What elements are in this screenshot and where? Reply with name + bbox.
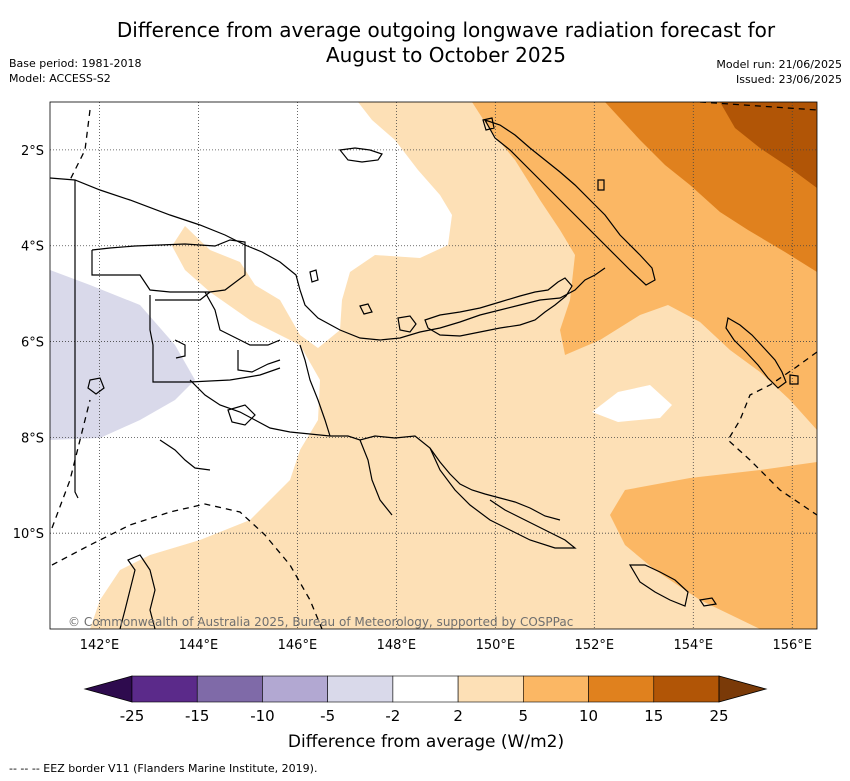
latitude-label-1: 4°S (21, 240, 44, 255)
latitude-label-4: 10°S (13, 527, 44, 542)
colorbar-label-4: -2 (385, 707, 400, 725)
eez-borders (51, 102, 817, 629)
meta-right: Model run: 21/06/2025 Issued: 23/06/2025 (716, 57, 842, 87)
colorbar-label-7: 10 (579, 707, 598, 725)
colorbar-label-2: -10 (250, 707, 275, 725)
colorbar-extend-low (83, 675, 133, 703)
latitude-label-3: 8°S (21, 431, 44, 446)
title-line-2: August to October 2025 (325, 43, 567, 67)
latitude-label-2: 6°S (21, 336, 44, 351)
longitude-label-7: 156°E (772, 638, 812, 653)
eez-footnote: -- -- -- EEZ border V11 (Flanders Marine… (9, 762, 318, 775)
colorbar-extend-high (718, 675, 768, 703)
base-period-text: Base period: 1981-2018 (9, 57, 142, 70)
colorbar-swatch-3 (327, 675, 394, 703)
colorbar-label-9: 25 (709, 707, 728, 725)
longitude-label-4: 150°E (476, 638, 516, 653)
colorbar-label-5: 2 (453, 707, 463, 725)
latitude-label-0: 2°S (21, 144, 44, 159)
colorbar-label-1: -15 (185, 707, 210, 725)
colorbar-label-3: -5 (320, 707, 335, 725)
longitude-label-2: 146°E (278, 638, 318, 653)
colorbar-swatch-4 (392, 675, 459, 703)
latitude-labels: 2°S 4°S 6°S 8°S 10°S (13, 144, 44, 542)
map-panel: © Commonwealth of Australia 2025, Bureau… (50, 102, 817, 629)
longitude-label-1: 144°E (179, 638, 219, 653)
longitude-label-3: 148°E (377, 638, 417, 653)
model-text: Model: ACCESS-S2 (9, 72, 111, 85)
issued-text: Issued: 23/06/2025 (735, 73, 842, 86)
title-line-1: Difference from average outgoing longwav… (116, 18, 776, 42)
colorbar-swatch-5 (457, 675, 524, 703)
model-run-text: Model run: 21/06/2025 (716, 58, 842, 71)
colorbar-swatch-1 (196, 675, 263, 703)
near-average-region (50, 102, 452, 629)
longitude-label-0: 142°E (80, 638, 120, 653)
colorbar-title: Difference from average (W/m2) (288, 732, 564, 752)
longitude-label-6: 154°E (674, 638, 714, 653)
map-title: Difference from average outgoing longwav… (0, 18, 850, 68)
colorbar-swatch-8 (653, 675, 720, 703)
near-average-patch (592, 385, 672, 422)
colorbar: -25 -15 -10 -5 -2 2 5 10 15 25 (83, 675, 768, 725)
colorbar-swatch-7 (588, 675, 655, 703)
coastlines (50, 117, 799, 629)
colorbar-label-6: 5 (519, 707, 529, 725)
colorbar-label-0: -25 (120, 707, 145, 725)
longitude-label-5: 152°E (575, 638, 615, 653)
slightly-below-region (50, 270, 195, 440)
meta-left: Base period: 1981-2018 Model: ACCESS-S2 (9, 56, 141, 86)
boundaries (74, 180, 393, 516)
colorbar-swatch-2 (262, 675, 328, 703)
colorbar-label-8: 15 (644, 707, 663, 725)
map-frame (49, 101, 818, 630)
band-5-10-south (610, 462, 817, 629)
longitude-labels: 142°E 144°E 146°E 148°E 150°E 152°E 154°E 156°E (80, 638, 812, 653)
colorbar-swatch-6 (523, 675, 589, 703)
copyright-text: © Commonwealth of Australia 2025, Bureau… (68, 615, 573, 629)
band-15-25 (720, 102, 817, 188)
colorbar-swatch-0 (131, 675, 198, 703)
